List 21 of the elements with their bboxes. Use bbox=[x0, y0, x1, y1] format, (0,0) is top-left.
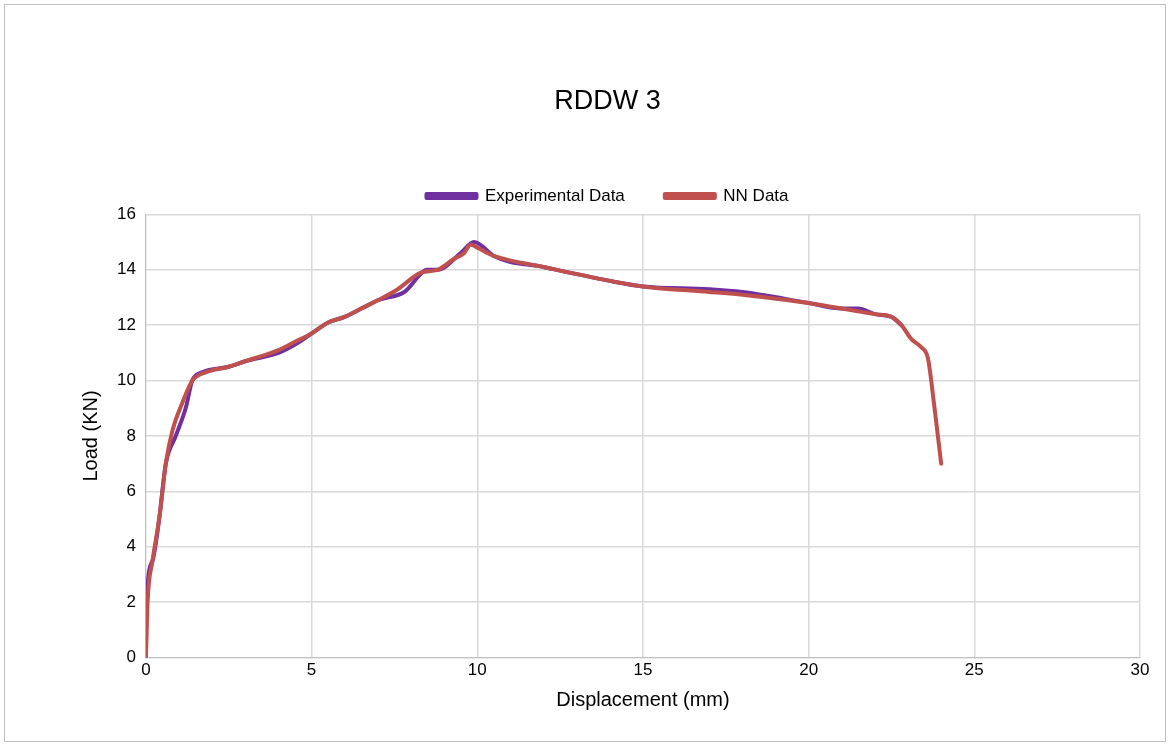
legend-label: NN Data bbox=[723, 185, 790, 205]
x-tick-label: 20 bbox=[799, 660, 819, 680]
y-tick-label: 12 bbox=[116, 314, 136, 334]
x-tick-label: 0 bbox=[141, 660, 151, 680]
chart-title: RDDW 3 bbox=[554, 84, 661, 115]
x-tick-label: 15 bbox=[633, 660, 653, 680]
x-tick-label: 10 bbox=[467, 660, 487, 680]
x-axis-title: Displacement (mm) bbox=[556, 687, 730, 710]
y-axis-title: Load (KN) bbox=[78, 390, 101, 482]
y-tick-label: 0 bbox=[126, 647, 136, 667]
y-tick-label: 8 bbox=[126, 425, 136, 445]
y-tick-label: 2 bbox=[126, 591, 136, 611]
x-tick-label: 5 bbox=[306, 660, 317, 680]
y-tick-label: 16 bbox=[116, 204, 136, 224]
x-tick-label: 30 bbox=[1130, 660, 1150, 680]
y-tick-label: 10 bbox=[116, 370, 136, 390]
y-tick-label: 6 bbox=[126, 481, 136, 501]
x-tick-label: 25 bbox=[964, 660, 984, 680]
legend-label: Experimental Data bbox=[484, 185, 626, 205]
y-tick-label: 4 bbox=[126, 536, 136, 556]
y-tick-label: 14 bbox=[116, 259, 136, 279]
